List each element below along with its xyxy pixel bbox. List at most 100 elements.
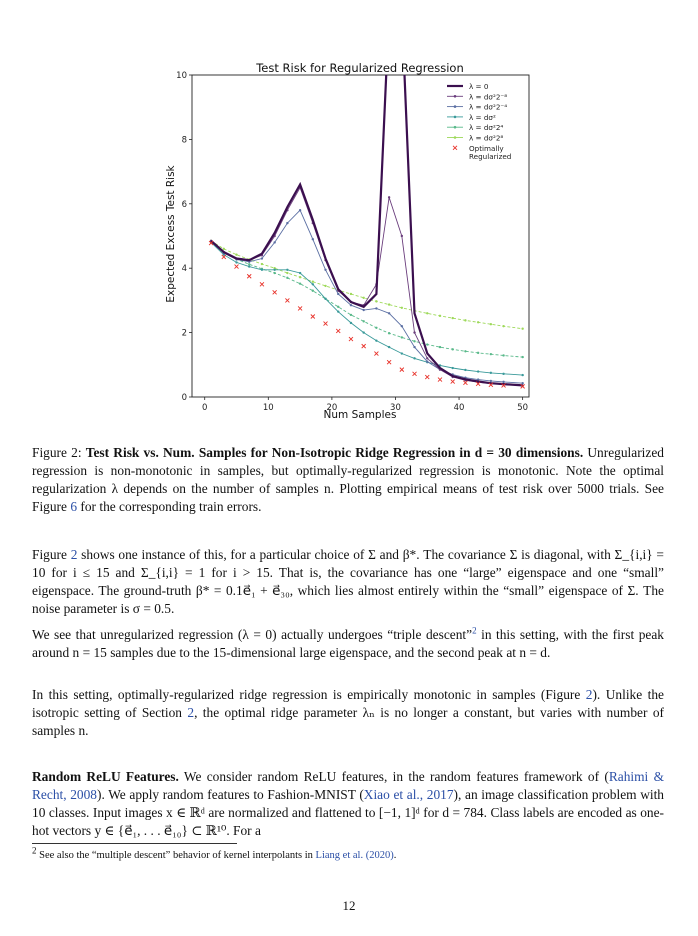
series-3-point-20 (464, 368, 467, 372)
series-3-point-13 (375, 339, 378, 342)
caption-text-end: for the corresponding train errors. (80, 499, 262, 514)
chart-title: Test Risk for Regularized Regression (255, 61, 464, 75)
footnote-2-link[interactable]: 2 (472, 625, 477, 636)
series-3-point-10 (337, 310, 340, 313)
series-line-2 (210, 209, 523, 384)
xiao-citation[interactable]: Xiao et al., 2017 (363, 787, 454, 802)
y-tick-label-5: 10 (176, 71, 187, 81)
optimal-marker-24 (520, 384, 525, 389)
series-3-point-11 (349, 321, 353, 325)
optimal-marker-0 (208, 240, 214, 246)
series-3-point-16 (413, 357, 416, 360)
series-1-point-16 (413, 331, 416, 334)
p4-text-b: ). We apply random features to Fashion-M… (97, 787, 364, 802)
footnote: 2 See also the “multiple descent” behavi… (32, 845, 672, 863)
optimal-marker-17 (424, 374, 430, 380)
optimal-marker-8 (310, 314, 316, 319)
series-2-point-7 (298, 209, 302, 212)
optimal-marker-19 (450, 379, 456, 384)
series-3-point-12 (362, 331, 365, 334)
series-5-point-6 (286, 271, 289, 275)
series-2-point-24 (521, 381, 524, 385)
x-axis-label: Num Samples (324, 409, 397, 421)
series-3-point-5 (273, 268, 276, 272)
series-2-point-17 (426, 360, 429, 363)
y-tick-label-2: 4 (182, 264, 187, 274)
p1-text-a: Figure (32, 547, 67, 562)
series-5-point-9 (324, 284, 327, 288)
series-3-point-23 (502, 372, 505, 376)
series-2-point-21 (476, 378, 480, 381)
legend-label-4: λ = dσ²2⁴ (469, 123, 503, 132)
series-2-point-11 (349, 304, 353, 307)
series-2-point-4 (260, 257, 264, 260)
series-5-point-8 (311, 280, 315, 283)
optimal-marker-9 (323, 321, 328, 326)
x-tick-label-2: 20 (326, 403, 337, 413)
series-1-point-17 (426, 357, 429, 360)
paragraph-covariance: Figure 2 shows one instance of this, for… (32, 546, 664, 618)
series-3-point-24 (521, 373, 524, 377)
series-2-point-22 (489, 379, 493, 383)
series-2-point-8 (311, 238, 315, 241)
series-3-point-14 (387, 345, 391, 349)
series-1-point-15 (400, 234, 404, 238)
figure-2-link-2[interactable]: 2 (585, 687, 593, 702)
series-3-point-21 (476, 370, 480, 373)
optimal-marker-23 (501, 383, 506, 388)
footnote-mark: 2 (32, 845, 37, 856)
caption-label: Figure 2: (32, 445, 82, 460)
legend-dot-3 (453, 115, 457, 119)
paragraph-random-relu: Random ReLU Features. We consider random… (32, 768, 664, 840)
y-axis-label: Expected Excess Test Risk (165, 164, 177, 302)
series-4-point-8 (311, 289, 315, 292)
series-2-point-6 (286, 221, 289, 225)
series-5-point-12 (362, 296, 365, 300)
series-line-5 (210, 240, 523, 330)
optimal-marker-18 (437, 377, 443, 382)
series-4-point-12 (362, 320, 365, 323)
legend-dot-4 (453, 125, 457, 129)
paragraph-triple-descent: We see that unregularized regression (λ … (32, 626, 664, 662)
p4-text-a: We consider random ReLU features, in the… (183, 769, 609, 784)
series-4-point-17 (426, 343, 429, 346)
series-4-point-5 (273, 271, 276, 275)
series-4-point-15 (400, 336, 404, 339)
x-tick-label-1: 10 (263, 403, 274, 413)
footnote-rule (32, 843, 237, 844)
legend-dot-2 (453, 105, 457, 108)
series-3-point-15 (400, 352, 404, 355)
series-5-point-1 (222, 247, 225, 251)
y-tick-label-0: 0 (182, 393, 187, 403)
series-2-point-14 (387, 312, 391, 315)
x-tick-label-3: 30 (390, 403, 401, 413)
optimal-marker-10 (335, 328, 341, 334)
series-4-point-10 (337, 305, 340, 309)
section-2-link[interactable]: 2 (187, 705, 195, 720)
caption-figure-link[interactable]: 6 (70, 499, 78, 514)
caption-bold: Test Risk vs. Num. Samples for Non-Isotr… (85, 445, 584, 460)
caption-text: Unregularized regression is non-monotoni… (32, 445, 664, 514)
p1-text-b: shows one instance of this, for a partic… (32, 547, 664, 616)
optimal-marker-22 (488, 382, 494, 388)
series-5-point-17 (426, 312, 429, 315)
series-line-1 (210, 186, 523, 387)
rahimi-recht-citation[interactable]: Rahimi & Recht, 2008 (32, 769, 664, 802)
test-risk-chart: Test Risk for Regularized Regression 0 10… (165, 61, 530, 421)
series-4-point-6 (286, 276, 289, 280)
series-5-point-20 (464, 319, 467, 322)
legend-label-1: λ = dσ²2⁻⁸ (469, 92, 507, 101)
p2-text-a: We see that unregularized regression (λ … (32, 627, 473, 642)
liang-citation[interactable]: Liang et al. (2020) (315, 850, 394, 861)
series-3-point-8 (311, 283, 315, 286)
series-5-point-23 (502, 324, 505, 328)
series-5-point-15 (400, 306, 404, 310)
series-5-point-11 (349, 292, 353, 296)
series-4-point-14 (387, 332, 391, 335)
figure-2-link[interactable]: 2 (70, 547, 78, 562)
legend-label-6: Optimally Regularized (469, 144, 511, 161)
p2-text-b: in this setting, with the first peak aro… (32, 627, 664, 660)
series-2-point-9 (324, 268, 327, 272)
series-5-point-21 (476, 321, 480, 324)
series-4-point-23 (502, 354, 505, 357)
